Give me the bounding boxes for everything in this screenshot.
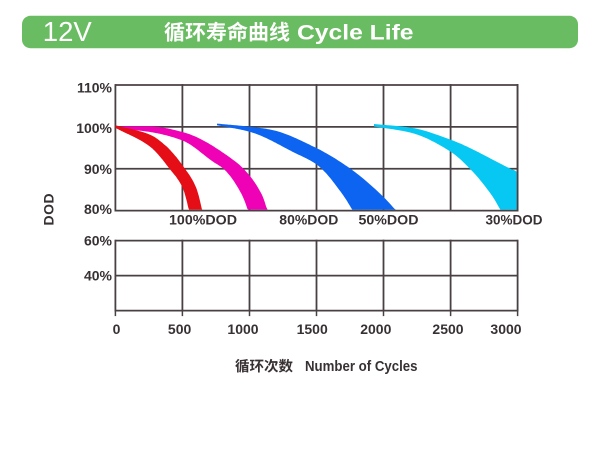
svg-text:2000: 2000 bbox=[360, 321, 391, 337]
svg-text:DOD: DOD bbox=[41, 193, 57, 226]
svg-text:2500: 2500 bbox=[432, 321, 463, 337]
svg-text:30%DOD: 30%DOD bbox=[486, 212, 543, 228]
svg-text:1000: 1000 bbox=[227, 321, 258, 337]
svg-text:1500: 1500 bbox=[297, 321, 328, 337]
svg-text:Cycle Life: Cycle Life bbox=[297, 21, 414, 45]
svg-text:80%: 80% bbox=[84, 201, 113, 217]
svg-text:100%: 100% bbox=[76, 120, 112, 136]
svg-text:100%DOD: 100%DOD bbox=[169, 212, 237, 228]
svg-text:50%DOD: 50%DOD bbox=[359, 212, 419, 228]
svg-text:Number of Cycles: Number of Cycles bbox=[305, 359, 418, 375]
svg-text:80%DOD: 80%DOD bbox=[279, 212, 338, 228]
svg-text:90%: 90% bbox=[84, 161, 113, 177]
svg-text:12V: 12V bbox=[43, 16, 93, 47]
svg-text:110%: 110% bbox=[77, 80, 113, 96]
svg-text:500: 500 bbox=[168, 321, 192, 337]
svg-text:3000: 3000 bbox=[490, 321, 521, 337]
svg-text:0: 0 bbox=[113, 321, 121, 337]
svg-text:40%: 40% bbox=[84, 268, 113, 284]
svg-text:60%: 60% bbox=[84, 233, 113, 249]
